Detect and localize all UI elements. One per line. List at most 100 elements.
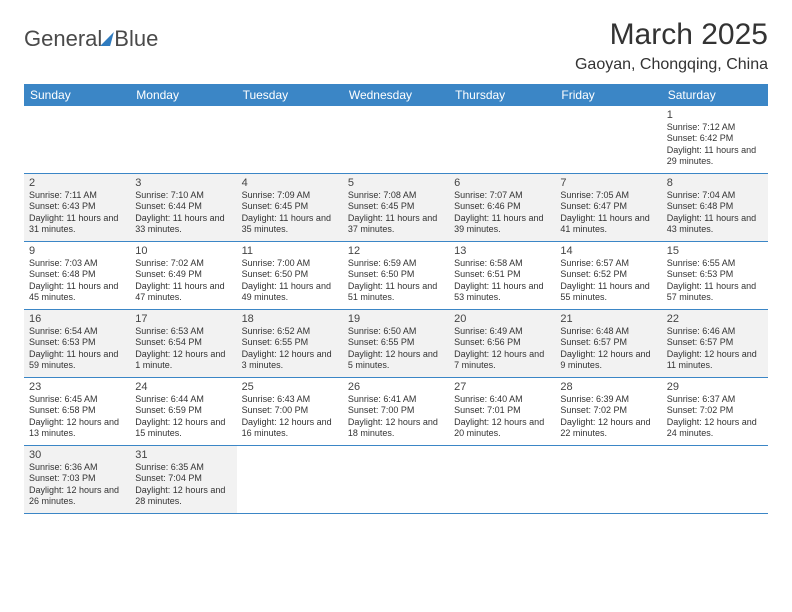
daylight-text: Daylight: 11 hours and 33 minutes. (135, 213, 231, 236)
day-number: 29 (667, 381, 763, 393)
calendar-cell: 4Sunrise: 7:09 AMSunset: 6:45 PMDaylight… (237, 174, 343, 242)
month-title: March 2025 (575, 18, 768, 52)
day-number: 18 (242, 313, 338, 325)
day-number: 12 (348, 245, 444, 257)
day-number: 4 (242, 177, 338, 189)
calendar-cell (237, 446, 343, 514)
daylight-text: Daylight: 12 hours and 20 minutes. (454, 417, 550, 440)
sunrise-text: Sunrise: 6:50 AM (348, 326, 444, 337)
sunrise-text: Sunrise: 7:11 AM (29, 190, 125, 201)
calendar-cell: 7Sunrise: 7:05 AMSunset: 6:47 PMDaylight… (555, 174, 661, 242)
daylight-text: Daylight: 12 hours and 9 minutes. (560, 349, 656, 372)
logo: General Blue (24, 26, 158, 52)
calendar-cell: 3Sunrise: 7:10 AMSunset: 6:44 PMDaylight… (130, 174, 236, 242)
logo-sail-icon (100, 32, 114, 46)
day-number: 3 (135, 177, 231, 189)
sunset-text: Sunset: 7:01 PM (454, 405, 550, 416)
logo-text-1: General (24, 26, 102, 52)
sunset-text: Sunset: 7:02 PM (667, 405, 763, 416)
daylight-text: Daylight: 11 hours and 59 minutes. (29, 349, 125, 372)
sunrise-text: Sunrise: 6:35 AM (135, 462, 231, 473)
sunrise-text: Sunrise: 6:52 AM (242, 326, 338, 337)
daylight-text: Daylight: 11 hours and 43 minutes. (667, 213, 763, 236)
daylight-text: Daylight: 11 hours and 55 minutes. (560, 281, 656, 304)
calendar-cell: 24Sunrise: 6:44 AMSunset: 6:59 PMDayligh… (130, 378, 236, 446)
sunrise-text: Sunrise: 6:43 AM (242, 394, 338, 405)
daylight-text: Daylight: 11 hours and 57 minutes. (667, 281, 763, 304)
day-number: 25 (242, 381, 338, 393)
calendar-cell: 5Sunrise: 7:08 AMSunset: 6:45 PMDaylight… (343, 174, 449, 242)
calendar-cell: 26Sunrise: 6:41 AMSunset: 7:00 PMDayligh… (343, 378, 449, 446)
calendar-cell: 30Sunrise: 6:36 AMSunset: 7:03 PMDayligh… (24, 446, 130, 514)
calendar-cell: 9Sunrise: 7:03 AMSunset: 6:48 PMDaylight… (24, 242, 130, 310)
sunrise-text: Sunrise: 6:45 AM (29, 394, 125, 405)
daylight-text: Daylight: 11 hours and 29 minutes. (667, 145, 763, 168)
sunset-text: Sunset: 6:57 PM (560, 337, 656, 348)
calendar-cell (24, 106, 130, 174)
daylight-text: Daylight: 12 hours and 18 minutes. (348, 417, 444, 440)
sunset-text: Sunset: 6:45 PM (242, 201, 338, 212)
day-number: 10 (135, 245, 231, 257)
calendar-cell: 20Sunrise: 6:49 AMSunset: 6:56 PMDayligh… (449, 310, 555, 378)
sunrise-text: Sunrise: 6:53 AM (135, 326, 231, 337)
calendar-cell: 17Sunrise: 6:53 AMSunset: 6:54 PMDayligh… (130, 310, 236, 378)
calendar-cell (555, 446, 661, 514)
calendar-cell (449, 106, 555, 174)
daylight-text: Daylight: 11 hours and 45 minutes. (29, 281, 125, 304)
sunrise-text: Sunrise: 6:40 AM (454, 394, 550, 405)
day-number: 31 (135, 449, 231, 461)
calendar-cell: 31Sunrise: 6:35 AMSunset: 7:04 PMDayligh… (130, 446, 236, 514)
day-number: 6 (454, 177, 550, 189)
calendar-header-row: Sunday Monday Tuesday Wednesday Thursday… (24, 84, 768, 106)
weekday-label: Saturday (662, 84, 768, 106)
sunrise-text: Sunrise: 6:58 AM (454, 258, 550, 269)
location-subtitle: Gaoyan, Chongqing, China (575, 56, 768, 74)
sunset-text: Sunset: 6:45 PM (348, 201, 444, 212)
sunset-text: Sunset: 6:46 PM (454, 201, 550, 212)
sunrise-text: Sunrise: 7:08 AM (348, 190, 444, 201)
calendar-cell (662, 446, 768, 514)
sunset-text: Sunset: 6:58 PM (29, 405, 125, 416)
day-number: 21 (560, 313, 656, 325)
daylight-text: Daylight: 11 hours and 47 minutes. (135, 281, 231, 304)
day-number: 1 (667, 109, 763, 121)
daylight-text: Daylight: 12 hours and 1 minute. (135, 349, 231, 372)
calendar-cell (555, 106, 661, 174)
sunset-text: Sunset: 7:03 PM (29, 473, 125, 484)
sunrise-text: Sunrise: 7:03 AM (29, 258, 125, 269)
calendar-cell: 15Sunrise: 6:55 AMSunset: 6:53 PMDayligh… (662, 242, 768, 310)
day-number: 11 (242, 245, 338, 257)
calendar-cell: 12Sunrise: 6:59 AMSunset: 6:50 PMDayligh… (343, 242, 449, 310)
calendar-cell: 23Sunrise: 6:45 AMSunset: 6:58 PMDayligh… (24, 378, 130, 446)
sunset-text: Sunset: 6:59 PM (135, 405, 231, 416)
sunrise-text: Sunrise: 7:04 AM (667, 190, 763, 201)
weekday-label: Tuesday (237, 84, 343, 106)
calendar-cell: 14Sunrise: 6:57 AMSunset: 6:52 PMDayligh… (555, 242, 661, 310)
daylight-text: Daylight: 12 hours and 16 minutes. (242, 417, 338, 440)
calendar-cell: 16Sunrise: 6:54 AMSunset: 6:53 PMDayligh… (24, 310, 130, 378)
calendar-body: 1Sunrise: 7:12 AMSunset: 6:42 PMDaylight… (24, 106, 768, 514)
sunrise-text: Sunrise: 7:10 AM (135, 190, 231, 201)
title-block: March 2025 Gaoyan, Chongqing, China (575, 18, 768, 74)
sunset-text: Sunset: 6:47 PM (560, 201, 656, 212)
daylight-text: Daylight: 12 hours and 13 minutes. (29, 417, 125, 440)
daylight-text: Daylight: 12 hours and 3 minutes. (242, 349, 338, 372)
sunset-text: Sunset: 7:00 PM (348, 405, 444, 416)
day-number: 16 (29, 313, 125, 325)
weekday-label: Thursday (449, 84, 555, 106)
calendar-cell (449, 446, 555, 514)
daylight-text: Daylight: 11 hours and 49 minutes. (242, 281, 338, 304)
sunset-text: Sunset: 6:48 PM (667, 201, 763, 212)
sunrise-text: Sunrise: 6:48 AM (560, 326, 656, 337)
daylight-text: Daylight: 11 hours and 31 minutes. (29, 213, 125, 236)
weekday-label: Friday (555, 84, 661, 106)
calendar-cell: 6Sunrise: 7:07 AMSunset: 6:46 PMDaylight… (449, 174, 555, 242)
sunrise-text: Sunrise: 6:59 AM (348, 258, 444, 269)
sunset-text: Sunset: 7:00 PM (242, 405, 338, 416)
sunrise-text: Sunrise: 6:46 AM (667, 326, 763, 337)
day-number: 17 (135, 313, 231, 325)
day-number: 20 (454, 313, 550, 325)
sunrise-text: Sunrise: 7:09 AM (242, 190, 338, 201)
weekday-label: Sunday (24, 84, 130, 106)
day-number: 7 (560, 177, 656, 189)
